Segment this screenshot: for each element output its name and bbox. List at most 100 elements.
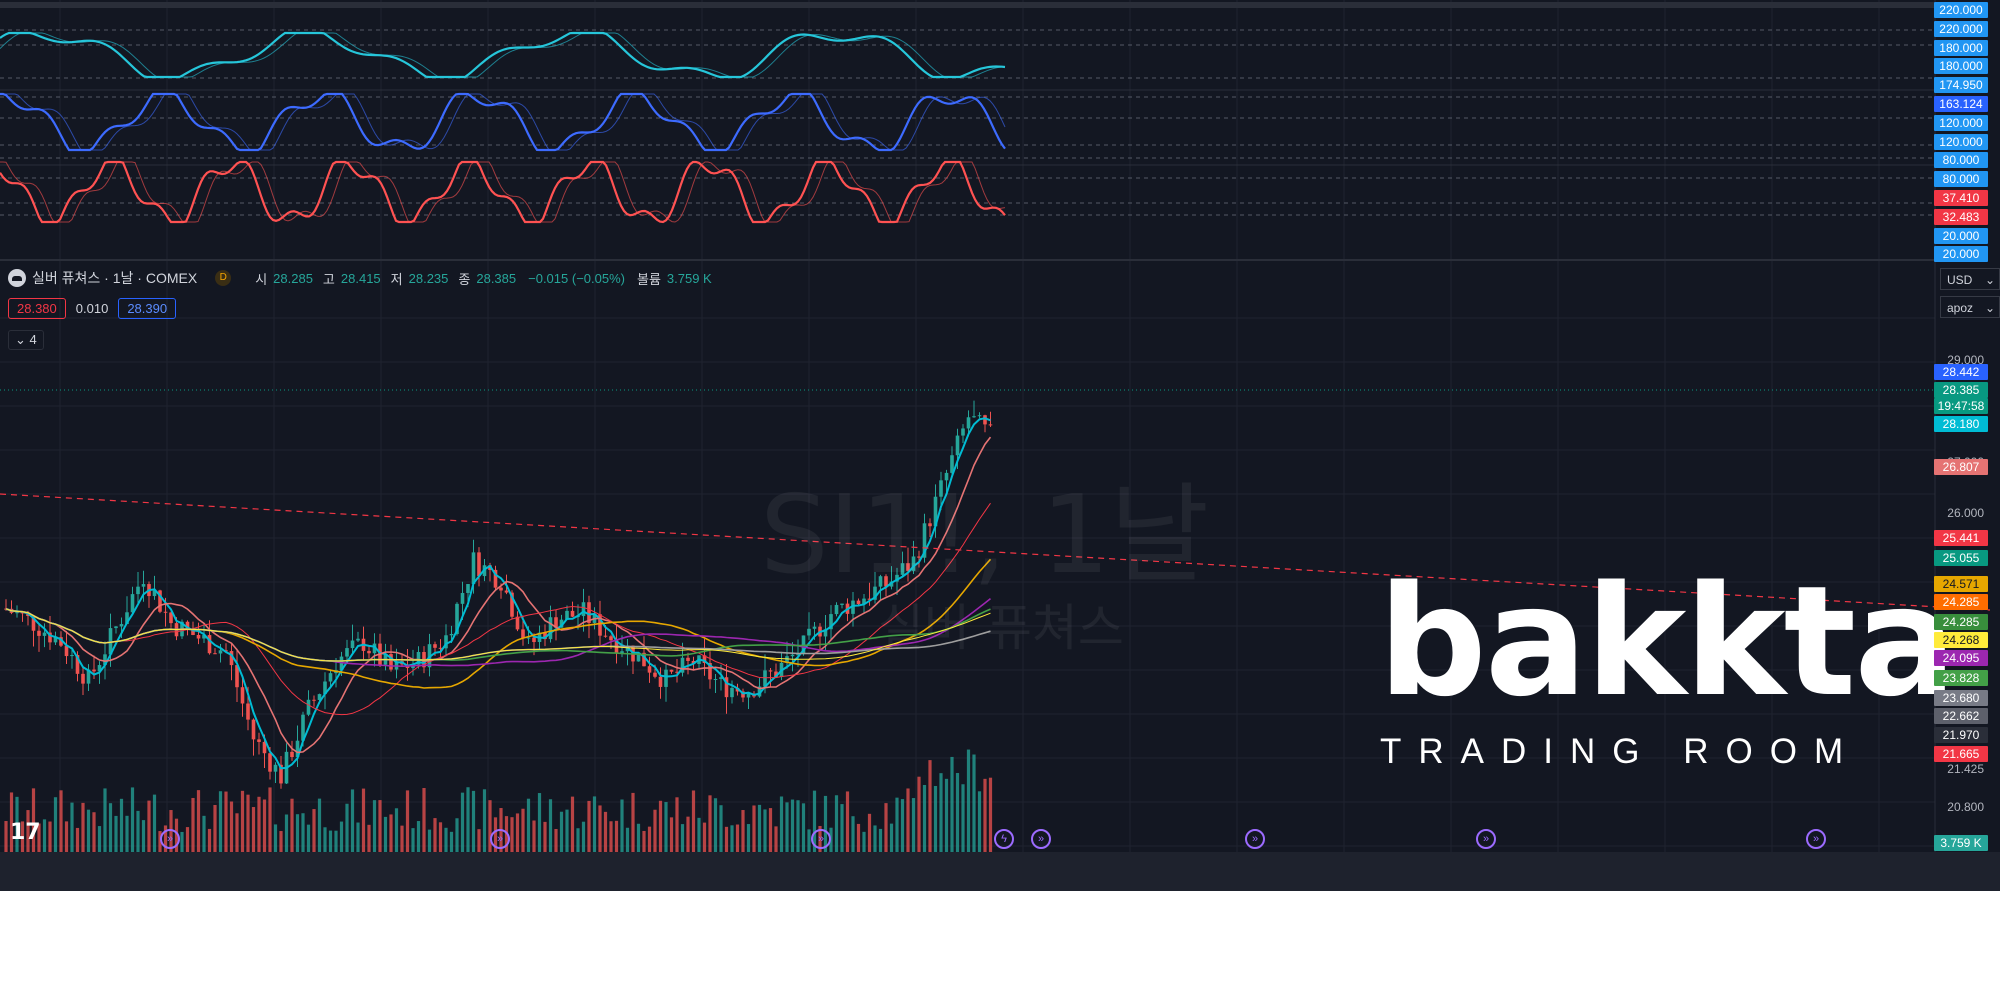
candle-body xyxy=(669,669,674,672)
volume-bar xyxy=(367,824,371,852)
event-icon[interactable]: » xyxy=(1806,829,1826,849)
volume-bar xyxy=(532,820,536,852)
candle-body xyxy=(191,628,195,636)
candle-body xyxy=(719,677,723,679)
volume-bar xyxy=(92,812,96,852)
event-icon[interactable]: » xyxy=(160,829,180,849)
candle-body xyxy=(983,415,987,425)
volume-bar xyxy=(59,790,63,852)
buy-button[interactable]: 28.390 xyxy=(118,298,177,319)
volume-bar xyxy=(548,799,553,852)
candle-body xyxy=(636,652,641,662)
candle-body xyxy=(213,653,217,655)
volume-bar xyxy=(251,807,256,852)
candle-body xyxy=(449,633,454,636)
currency-select[interactable]: USD ⌄ xyxy=(1940,268,2000,290)
event-icon[interactable]: » xyxy=(490,829,510,849)
close-key: 종 xyxy=(458,271,471,287)
volume-bar xyxy=(147,800,151,852)
candle-body xyxy=(763,670,767,687)
candle-body xyxy=(196,635,201,639)
volume-bar xyxy=(598,805,602,852)
indicators-collapse-button[interactable]: ⌄ 4 xyxy=(8,330,44,350)
volume-bar xyxy=(658,800,663,852)
event-icon[interactable]: » xyxy=(811,829,831,849)
osc-axis-label: 163.124 xyxy=(1934,96,1988,112)
candle-body xyxy=(895,574,899,582)
candle-body xyxy=(279,764,283,784)
volume-bar xyxy=(301,813,305,852)
lightning-icon[interactable]: ϟ xyxy=(994,829,1014,849)
symbol-title[interactable]: 실버 퓨쳐스 · 1날 · COMEX xyxy=(32,270,198,286)
sell-button[interactable]: 28.380 xyxy=(8,298,66,319)
osc-axis-label: 32.483 xyxy=(1934,208,1988,225)
candle-body xyxy=(86,669,91,684)
volume-bar xyxy=(845,791,850,852)
candle-body xyxy=(702,655,707,664)
volume-bar xyxy=(961,784,965,852)
volume-bar xyxy=(279,831,283,852)
candle-body xyxy=(548,617,553,640)
chart-area[interactable]: 220.000 220.000 180.000 180.000 174.950 163.1… xyxy=(0,0,2000,891)
user-select[interactable]: apoz ⌄ xyxy=(1940,296,2000,318)
close-value: 28.385 xyxy=(476,270,517,286)
volume-bar xyxy=(581,821,586,852)
volume-bar xyxy=(202,815,206,852)
candle-body xyxy=(774,671,778,677)
tradingview-logo[interactable]: 17 xyxy=(10,820,41,845)
volume-bar xyxy=(339,821,344,852)
candle-body xyxy=(466,584,470,593)
chevron-down-icon: ⌄ xyxy=(1984,273,1995,287)
volume-bar xyxy=(405,790,410,852)
volume-bar xyxy=(642,830,646,852)
candle-body xyxy=(477,552,481,577)
osc-line-cyan xyxy=(0,31,1006,79)
candle-body xyxy=(367,650,371,654)
time-axis-bar[interactable] xyxy=(0,852,2000,891)
candle-body xyxy=(812,626,817,629)
event-icon[interactable]: » xyxy=(1476,829,1496,849)
volume-bar xyxy=(312,809,316,852)
candle-body xyxy=(521,629,525,639)
candle-body xyxy=(59,637,63,646)
price-tag: 28.442 xyxy=(1934,364,1988,380)
candle-body xyxy=(328,673,333,682)
volume-bar xyxy=(752,805,756,852)
volume-bar xyxy=(900,799,905,852)
price-tag: 28.180 xyxy=(1934,416,1988,432)
candle-body xyxy=(295,740,300,758)
volume-bar xyxy=(735,824,740,852)
volume-bar xyxy=(950,756,954,852)
candle-body xyxy=(427,644,432,668)
event-icon[interactable]: » xyxy=(1245,829,1265,849)
candle-body xyxy=(680,657,685,673)
candle-body xyxy=(108,628,113,655)
candle-body xyxy=(339,656,344,671)
candle-body xyxy=(75,655,80,674)
candle-body xyxy=(922,523,927,558)
chart-canvas[interactable] xyxy=(0,0,2000,891)
volume-bar xyxy=(438,822,443,852)
candle-body xyxy=(504,590,509,593)
bakkta-subtitle: TRADING ROOM xyxy=(1380,732,1861,771)
chevron-down-icon: ⌄ xyxy=(1984,301,1995,315)
event-icon[interactable]: » xyxy=(1031,829,1051,849)
data-badge[interactable]: D xyxy=(215,270,232,286)
candle-body xyxy=(587,602,591,623)
candle-body xyxy=(229,651,234,666)
bakkta-wordmark: bakkta xyxy=(1378,553,1957,730)
candle-body xyxy=(499,587,503,591)
volume-bar xyxy=(306,824,311,852)
volume-bar xyxy=(152,794,157,852)
volume-bar xyxy=(664,802,668,852)
candle-body xyxy=(136,586,140,595)
candle-body xyxy=(345,648,349,657)
candle-body xyxy=(807,628,811,636)
candle-body xyxy=(944,472,949,481)
candle-body xyxy=(543,632,547,640)
osc-axis-label: 37.410 xyxy=(1934,190,1988,206)
price-tag: 21.665 xyxy=(1934,746,1988,762)
price-tag: 26.807 xyxy=(1934,459,1988,475)
volume-bar xyxy=(691,790,696,852)
